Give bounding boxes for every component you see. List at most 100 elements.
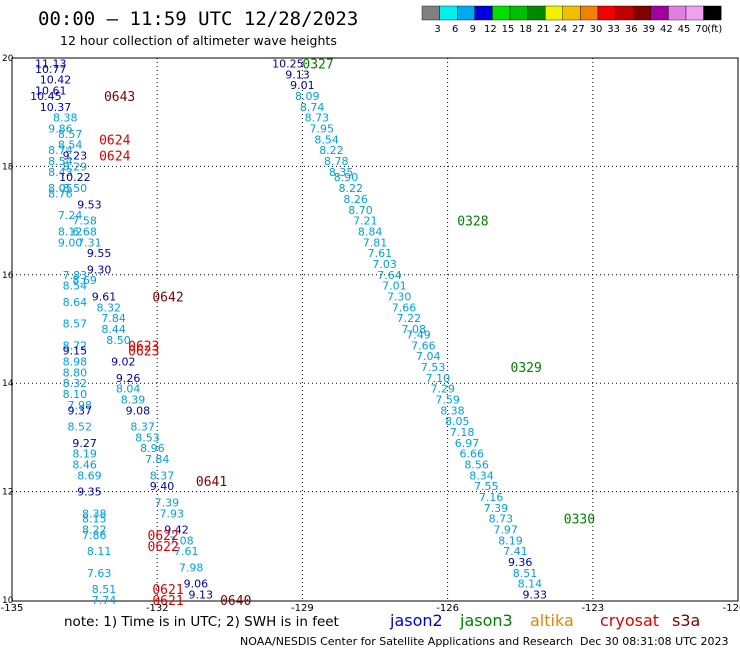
- wave-height-value: 8.43: [48, 166, 73, 179]
- wave-height-value: 10.22: [59, 171, 91, 184]
- wave-height-value: 6.66: [460, 448, 485, 461]
- wave-height-value: 7.01: [382, 280, 407, 293]
- latitude-tick-labels: 20 18 16 14 12 10: [2, 54, 14, 606]
- wave-height-value: 9.61: [92, 290, 117, 303]
- wave-height-value: 9.86: [48, 122, 73, 135]
- wave-height-value: 8.38: [53, 112, 78, 125]
- legend-swatch: [421, 5, 440, 21]
- wave-height-value: 8.29: [63, 160, 88, 173]
- legend-swatch: [439, 5, 458, 21]
- wave-height-value: 9.30: [87, 263, 112, 276]
- wave-height-value: 7.53: [421, 361, 446, 374]
- wave-height-value: 7.64: [377, 269, 402, 282]
- wave-height-value: 8.56: [464, 459, 489, 472]
- pass-time-label: 0624: [99, 133, 130, 148]
- legend-swatch: [545, 5, 564, 21]
- wave-height-value: 8.05: [48, 182, 73, 195]
- wave-height-value: 8.72: [63, 339, 88, 352]
- wave-height-value: 9.02: [111, 356, 136, 369]
- wave-height-value: 8.69: [72, 274, 97, 287]
- wave-height-value: 8.22: [319, 144, 344, 157]
- wave-height-value: 8.38: [82, 507, 107, 520]
- wave-height-value: 8.51: [92, 583, 117, 596]
- wave-height-value: 9.27: [72, 437, 97, 450]
- satellite-name-s3a: s3a: [672, 611, 700, 630]
- wave-height-value: 8.37: [150, 469, 175, 482]
- wave-height-value: 7.21: [353, 215, 378, 228]
- wave-height-value: 7.22: [397, 312, 422, 325]
- longitude-tick-labels: -135 -132 -129 -126 -123 -120: [1, 603, 740, 614]
- wave-height-value: 8.96: [140, 442, 165, 455]
- wave-height-value: 6.68: [72, 225, 97, 238]
- legend-label: 21: [537, 24, 550, 35]
- satellite-name-cryosat: cryosat: [600, 611, 659, 630]
- lon-tick-label: -123: [581, 603, 604, 614]
- wave-height-value: 9.00: [58, 236, 83, 249]
- wave-height-value: 7.93: [159, 507, 184, 520]
- lat-tick-label: 14: [2, 379, 14, 389]
- legend-label: 9: [470, 24, 476, 35]
- wave-height-value: 8.78: [324, 155, 349, 168]
- pass-time-label: 0623: [128, 345, 159, 360]
- wave-height-value: 7.16: [479, 491, 504, 504]
- footer-credit: NOAA/NESDIS Center for Satellite Applica…: [240, 635, 573, 648]
- lon-tick-label: -129: [291, 603, 314, 614]
- pass-time-label: 0643: [104, 90, 135, 105]
- legend-label: 36: [625, 24, 638, 35]
- wave-height-value: 7.31: [77, 236, 102, 249]
- satellite-name-jason3: jason3: [459, 611, 513, 630]
- wave-height-value: 7.03: [372, 258, 397, 271]
- wave-height-value: 9.13: [285, 68, 310, 81]
- wave-height-value: 9.08: [126, 404, 151, 417]
- wave-height-value: 8.73: [305, 112, 330, 125]
- lon-tick-label: -132: [146, 603, 169, 614]
- wave-height-value: 7.18: [450, 426, 475, 439]
- wave-height-value: 8.12: [58, 225, 83, 238]
- page-title: 00:00 – 11:59 UTC 12/28/2023: [38, 8, 358, 30]
- wave-height-value: 8.74: [48, 144, 73, 157]
- wave-height-value: 8.69: [77, 469, 102, 482]
- wave-height-value: 9.35: [77, 486, 102, 499]
- satellite-legend: jason2 jason3 altika cryosat s3a: [389, 611, 700, 630]
- pass-time-labels: 0327 0328 0329 0330 0643 0624 0624 0642 06230623…: [99, 57, 595, 609]
- wave-height-value: 8.90: [334, 171, 359, 184]
- wave-height-value: 7.86: [82, 529, 107, 542]
- legend-label: 24: [554, 24, 567, 35]
- lat-tick-label: 10: [2, 596, 14, 606]
- wave-height-value: 7.66: [392, 301, 417, 314]
- wave-height-value: 8.50: [63, 182, 88, 195]
- wave-height-value: 7.58: [72, 215, 97, 228]
- wave-height-value: 7.66: [411, 339, 436, 352]
- legend-label: 18: [519, 24, 532, 35]
- wave-height-value: 10.37: [40, 101, 72, 114]
- wave-height-value: 8.22: [82, 524, 107, 537]
- wave-height-value: 7.84: [145, 453, 170, 466]
- wave-height-value: 7.29: [431, 383, 456, 396]
- wave-height-value: 8.35: [329, 166, 354, 179]
- wave-height-value: 8.05: [445, 415, 470, 428]
- wave-height-value: 8.54: [48, 155, 73, 168]
- wave-height-value: 8.50: [106, 334, 131, 347]
- wave-height-value: 8.11: [87, 545, 112, 558]
- wave-height-value: 9.23: [63, 150, 88, 163]
- legend-label: 6: [452, 24, 458, 35]
- wave-height-value: 10.25: [272, 57, 304, 70]
- wave-height-value: 8.76: [48, 188, 73, 201]
- wave-height-value: 7.49: [406, 328, 431, 341]
- wave-height-value: 7.59: [435, 393, 460, 406]
- wave-height-value: 7.39: [484, 502, 509, 515]
- pass-time-label: 0328: [457, 215, 488, 230]
- wave-height-value: 10.77: [35, 63, 67, 76]
- wave-height-value: 7.83: [63, 269, 88, 282]
- legend-swatch: [509, 5, 528, 21]
- wave-height-value: 9.55: [87, 247, 112, 260]
- wave-height-value: 8.64: [63, 296, 88, 309]
- pass-time-label: 0327: [302, 57, 333, 72]
- wave-height-value: 9.53: [77, 198, 102, 211]
- pass-time-label: 0621: [152, 594, 183, 609]
- footer-timestamp: Dec 30 08:31:08 UTC 2023: [580, 635, 728, 648]
- legend-swatch: [668, 5, 687, 21]
- wave-height-value: 7.08: [401, 323, 426, 336]
- wave-height-value: 8.39: [121, 393, 146, 406]
- legend-swatch: [615, 5, 634, 21]
